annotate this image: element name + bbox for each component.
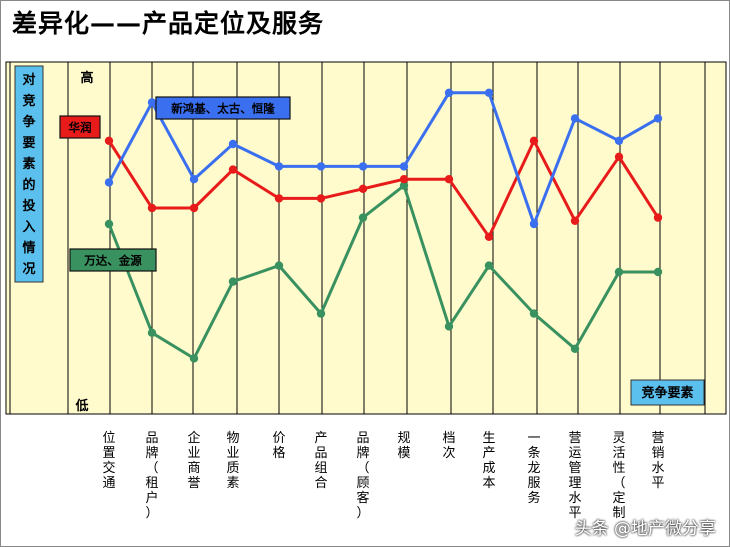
watermark: 头条 @地产微分享	[574, 519, 716, 539]
data-point-green	[189, 354, 199, 363]
data-point-green	[484, 261, 494, 270]
legend-label-red-box	[59, 115, 101, 139]
data-point-green	[358, 213, 368, 222]
legend-label-blue: 新鸿基、太古、恒隆	[171, 102, 275, 116]
x-tick-label: 品牌（租户）	[145, 431, 158, 521]
data-point-red	[444, 175, 454, 184]
legend-label-green-box	[69, 248, 157, 272]
x-tick-label: 生产成本	[482, 431, 495, 491]
data-point-blue	[189, 175, 199, 184]
x-tick-label: 品牌（顾客）	[356, 431, 369, 521]
x-tick-label: 位置交通	[102, 431, 115, 491]
y-axis-high-label: 高	[80, 70, 93, 86]
data-point-green	[316, 309, 326, 318]
data-point-red	[653, 213, 663, 222]
data-point-blue	[358, 162, 368, 171]
legend-label-green: 万达、金源	[83, 254, 142, 268]
data-point-green	[444, 322, 454, 331]
y-axis-label-box	[14, 65, 44, 283]
series-line-green	[107, 184, 658, 360]
data-point-green	[274, 261, 284, 270]
y-axis-label: 对竞争要素的投入情况	[22, 72, 35, 277]
data-point-green	[399, 181, 409, 190]
data-point-blue	[316, 162, 326, 171]
data-point-blue	[444, 88, 454, 98]
data-point-blue	[399, 162, 409, 171]
data-point-blue	[274, 162, 284, 171]
data-point-red	[614, 152, 624, 161]
series-line-red	[107, 139, 660, 239]
x-tick-label: 产品组合	[314, 431, 327, 491]
data-point-red	[529, 136, 539, 145]
series-group	[104, 88, 663, 363]
legend-label-blue-box	[155, 96, 291, 120]
data-point-red	[189, 203, 199, 213]
x-tick-label: 规模	[397, 431, 410, 461]
page-title: 差异化——产品定位及服务	[12, 9, 325, 38]
data-point-blue	[653, 114, 663, 123]
y-axis-low-label: 低	[74, 398, 88, 414]
data-point-red	[484, 232, 494, 241]
data-point-blue	[104, 178, 114, 187]
x-tick-label: 价格	[272, 431, 285, 461]
x-tick-label: 营销水平	[651, 431, 664, 491]
x-tick-label: 档次	[442, 431, 455, 461]
legend-label-red: 华润	[69, 121, 92, 135]
data-point-green	[147, 328, 157, 337]
data-point-red	[399, 175, 409, 184]
series-line-blue	[107, 91, 659, 226]
data-point-red	[147, 203, 157, 213]
data-point-blue	[228, 139, 238, 149]
data-point-red	[570, 216, 580, 225]
data-point-green	[104, 219, 114, 229]
data-point-blue	[529, 219, 539, 229]
x-tick-label: 物业质素	[226, 431, 239, 491]
data-point-blue	[614, 136, 624, 145]
data-point-green	[570, 344, 580, 353]
x-tick-label: 一条龙服务	[527, 431, 540, 506]
x-axis-label-box	[630, 379, 705, 406]
data-point-blue	[147, 98, 157, 107]
data-point-red	[316, 194, 326, 203]
x-tick-labels: 位置交通 品牌（租户） 企业商誉 物业质素 价格 产品组合 品牌（顾客） 规模 档次 生产成本 一条…	[102, 430, 664, 521]
data-point-red	[228, 165, 238, 174]
data-point-blue	[570, 114, 580, 123]
x-tick-label: 灵活性（定制	[612, 431, 625, 521]
data-point-blue	[484, 88, 494, 98]
data-point-red	[104, 136, 114, 145]
data-point-green	[529, 309, 539, 318]
x-tick-label: 企业商誉	[187, 430, 200, 491]
data-point-green	[653, 267, 663, 277]
x-axis-label: 竞争要素	[641, 385, 693, 401]
data-point-green	[614, 267, 624, 277]
data-point-green	[228, 277, 238, 286]
data-point-red	[274, 194, 284, 203]
plot-background	[5, 61, 727, 415]
x-tick-label: 营运管理水平	[568, 431, 581, 521]
data-point-red	[358, 184, 368, 193]
